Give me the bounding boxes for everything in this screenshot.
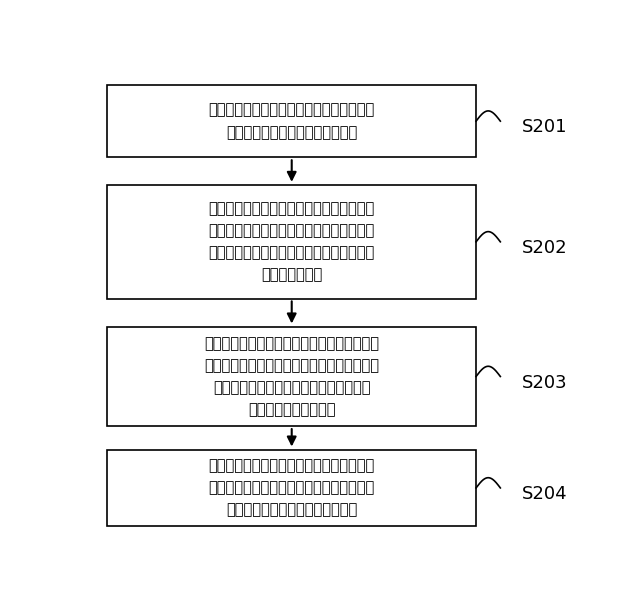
- Text: 根据每段目标光强信号和对应的背景光强信
号计算待测气体中的一种待测类型气体的浓
度，得到多种待测类型气体的浓度: 根据每段目标光强信号和对应的背景光强信 号计算待测气体中的一种待测类型气体的浓 …: [208, 458, 375, 517]
- Text: S201: S201: [522, 118, 568, 136]
- Text: S204: S204: [522, 485, 568, 503]
- FancyBboxPatch shape: [108, 85, 476, 157]
- Text: S203: S203: [522, 373, 568, 391]
- FancyBboxPatch shape: [108, 185, 476, 298]
- Text: 获取多个待测光束穿过背景空间后测得的时
间周期内的背景光强信号，并获取多个待测
光束穿过待测气体空间后测得的时间周期内
的目标光强信号: 获取多个待测光束穿过背景空间后测得的时 间周期内的背景光强信号，并获取多个待测 …: [208, 201, 375, 283]
- Text: 控制多个激光器在同一时间周期的不同时段
交替射出光束，得到多个待测光束: 控制多个激光器在同一时间周期的不同时段 交替射出光束，得到多个待测光束: [208, 103, 375, 140]
- Text: 按照时段对时间周期内的背景光强信号进行预
处理，得到多段背景光强信号，并按照时段对
时间周期内的目标光强信号进行预处理，
得到多段目标光强信号: 按照时段对时间周期内的背景光强信号进行预 处理，得到多段背景光强信号，并按照时段…: [204, 336, 379, 417]
- FancyBboxPatch shape: [108, 450, 476, 526]
- Text: S202: S202: [522, 239, 568, 257]
- FancyBboxPatch shape: [108, 327, 476, 426]
